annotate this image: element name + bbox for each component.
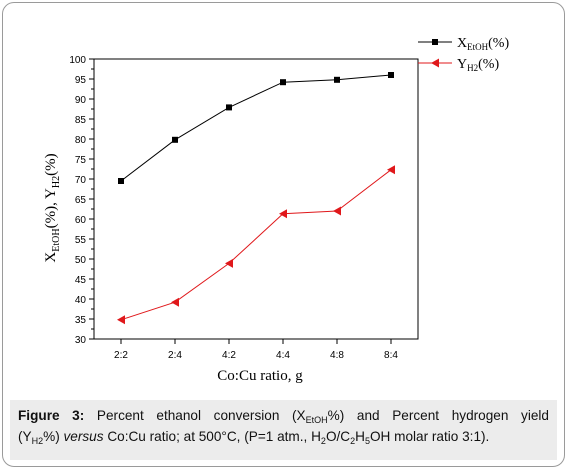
square-marker-icon: [432, 39, 438, 45]
data-point: [117, 315, 125, 325]
y-tick-label: 80: [75, 135, 87, 146]
data-point: [334, 76, 340, 83]
chart-axes: 30 35 40 45 50 55 60 65 70 75 80 85 90 95 100 2:2 2:4 4:2…: [69, 55, 419, 361]
y-tick-label: 95: [75, 75, 87, 86]
y-tick-label: 40: [75, 295, 87, 306]
x-tick-label: 2:4: [168, 350, 182, 361]
data-point: [172, 136, 178, 143]
y-tick-label: 85: [75, 115, 87, 126]
figure-frame: [2, 2, 565, 467]
y-tick-label: 100: [69, 55, 86, 66]
plot-frame: [93, 58, 419, 340]
data-point: [387, 165, 395, 175]
x-tick-label: 4:2: [222, 350, 236, 361]
x-tick-label: 2:2: [114, 350, 128, 361]
legend: XEtOH(%) YH2(%): [418, 36, 509, 73]
x-tick-label: 8:4: [384, 350, 398, 361]
svg-text:YH2(%): YH2(%): [457, 57, 499, 73]
y-tick-label: 90: [75, 95, 87, 106]
y-tick-label: 70: [75, 175, 87, 186]
y-axis-label: XEtOH(%), YH2(%): [43, 153, 62, 262]
y-tick-label: 65: [75, 195, 87, 206]
caption-line-1: Figure 3: Percent ethanol conversion (XE…: [18, 408, 549, 425]
y-tick-label: 35: [75, 315, 87, 326]
data-point: [118, 178, 124, 184]
x-axis-label: Co:Cu ratio, g: [217, 368, 303, 384]
figure-caption: Figure 3: Percent ethanol conversion (XE…: [10, 400, 557, 460]
caption-line-2: (YH2%) versus Co:Cu ratio; at 500°C, (P=…: [18, 429, 490, 446]
data-point: [226, 104, 232, 111]
chart-series: [117, 72, 395, 325]
data-point: [171, 297, 179, 307]
y-tick-label: 75: [75, 155, 87, 166]
y-tick-label: 30: [75, 335, 87, 346]
legend-item-y-h2: YH2(%): [418, 57, 499, 73]
series-0: [118, 72, 394, 184]
y-tick-label: 60: [75, 215, 87, 226]
chart: 30 35 40 45 50 55 60 65 70 75 80 85 90 95 100 2:2 2:4 4:2…: [43, 36, 509, 384]
data-point: [225, 258, 233, 268]
data-point: [279, 209, 287, 219]
triangle-left-marker-icon: [431, 58, 439, 68]
series-1: [117, 165, 395, 325]
x-tick-label: 4:8: [330, 350, 344, 361]
data-point: [333, 206, 341, 216]
data-point: [280, 79, 286, 86]
y-tick-label: 45: [75, 275, 87, 286]
legend-item-x-etoh: XEtOH(%): [418, 36, 509, 52]
y-tick-label: 50: [75, 255, 87, 266]
y-tick-label: 55: [75, 235, 87, 246]
svg-text:XEtOH(%): XEtOH(%): [457, 36, 509, 52]
series-line: [120, 169, 392, 321]
x-tick-label: 4:4: [276, 350, 290, 361]
series-line: [120, 74, 392, 182]
data-point: [388, 72, 394, 78]
